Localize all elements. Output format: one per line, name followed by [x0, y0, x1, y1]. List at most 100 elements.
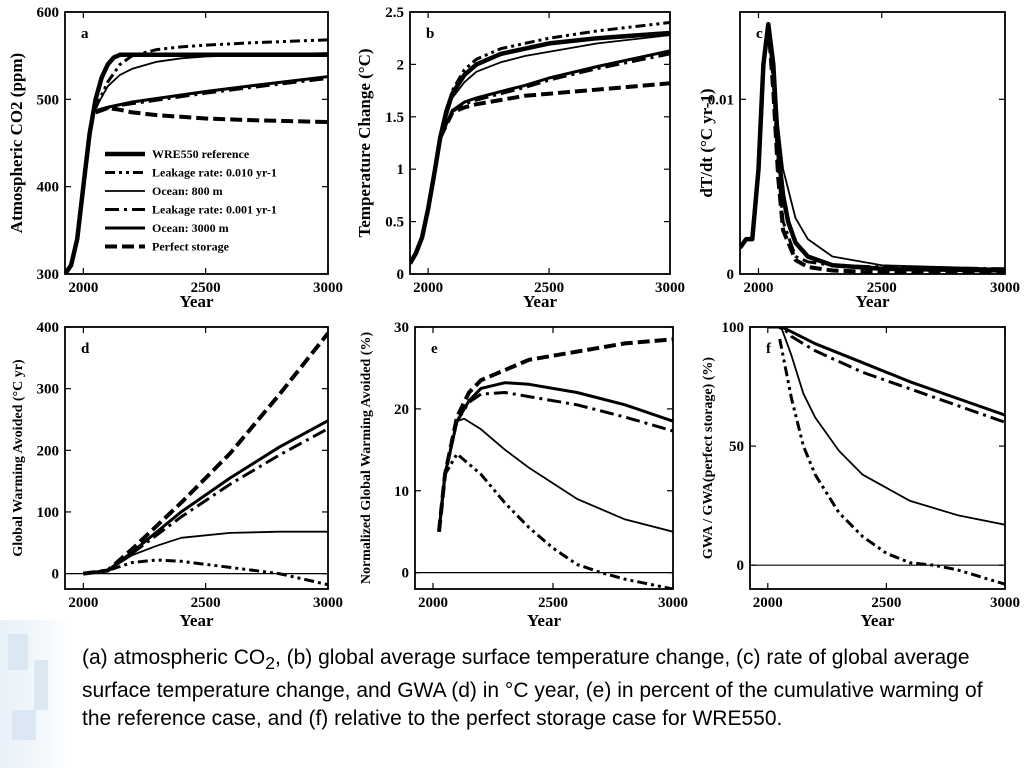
y-tick-label: 500 — [37, 92, 60, 108]
legend-label: Leakage rate: 0.001 yr-1 — [152, 203, 277, 217]
series-line-dashdotdot — [83, 558, 328, 587]
y-axis-title: GWA / GWA(perfect storage) (%) — [701, 357, 716, 560]
panel-letter: a — [81, 26, 89, 42]
y-axis-title: Atmospheric CO2 (ppm) — [7, 53, 26, 233]
plot-frame — [64, 11, 329, 275]
series-line-dashdot — [95, 76, 328, 113]
x-axis-title: Year — [523, 292, 557, 311]
y-tick-label: 100 — [722, 320, 745, 336]
y-tick-label: 0 — [52, 567, 60, 583]
legend-label: Ocean: 3000 m — [152, 221, 229, 235]
series-line-solid — [437, 381, 673, 532]
series-line-dashdot — [437, 391, 673, 532]
y-tick-label: 100 — [37, 505, 60, 521]
y-tick-label: 400 — [37, 320, 60, 336]
figure-panels: 2000 2500 3000300400500600aYearAtmospheric… — [7, 5, 1020, 630]
plot-frame — [64, 326, 329, 590]
series-line-thin — [767, 24, 1005, 270]
panel-letter: e — [431, 341, 438, 357]
x-axis-title: Year — [856, 292, 890, 311]
series-line-dashed — [438, 81, 670, 139]
y-axis-title: Global Warming Avoided (°C yr) — [11, 359, 26, 557]
plot-frame — [414, 326, 674, 590]
caption-subscript: 2 — [265, 653, 275, 674]
x-tick-label: 2500 — [871, 595, 901, 611]
plot-frame — [409, 11, 671, 275]
y-axis-title: Temperature Change (°C) — [355, 48, 374, 237]
x-axis-title: Year — [527, 611, 561, 630]
figure-caption: (a) atmospheric CO2, (b) global average … — [82, 644, 1002, 733]
plot-frame — [739, 11, 1006, 275]
panel-letter: d — [81, 341, 90, 357]
series-line-dashdotdot — [437, 452, 673, 589]
series-line-thin — [438, 417, 673, 533]
series-line-dashed — [83, 331, 328, 576]
y-tick-label: 30 — [394, 320, 409, 336]
panel-e: 2000 2500 3000 0 10 20 30 e Year Normalized Globa… — [359, 320, 688, 630]
y-tick-label: 20 — [394, 402, 409, 418]
panel-d: 2000 2500 3000 0 100 200 300 400 d Year Global War… — [11, 320, 343, 630]
x-tick-label: 2000 — [413, 280, 443, 296]
x-axis-title: Year — [180, 292, 214, 311]
legend-label: Leakage rate: 0.010 yr-1 — [152, 166, 277, 180]
x-tick-label: 3000 — [990, 280, 1020, 296]
y-tick-label: 200 — [37, 443, 60, 459]
x-axis-title: Year — [180, 611, 214, 630]
panel-b: 2000 2500 3000 0 0.5 1 1.5 2 2.5 b Year Temperature… — [355, 5, 685, 311]
x-tick-label: 2000 — [753, 595, 783, 611]
x-tick-label: 2500 — [191, 595, 221, 611]
x-tick-label: 2000 — [743, 280, 773, 296]
y-tick-label: 300 — [37, 382, 60, 398]
panel-c: 2000 2500 3000 0 0.01 c Year dT/dt (°C yr-1) — [697, 11, 1020, 311]
y-tick-label: 2.5 — [385, 5, 404, 21]
series-line-thick — [65, 52, 328, 274]
panel-f: 2000 2500 3000 0 50 100 f Year GWA / GWA(perfect… — [701, 320, 1020, 630]
x-tick-label: 2500 — [534, 280, 564, 296]
x-tick-label: 2000 — [68, 595, 98, 611]
y-tick-label: 0.01 — [708, 92, 734, 108]
y-tick-label: 1 — [397, 162, 405, 178]
x-tick-label: 3000 — [313, 280, 343, 296]
x-tick-label: 3000 — [313, 595, 343, 611]
y-tick-label: 0 — [727, 267, 735, 283]
panel-letter: f — [766, 341, 772, 357]
y-tick-label: 0 — [402, 566, 410, 582]
series-line-dashdotdot — [94, 38, 328, 109]
panel-letter: b — [426, 26, 434, 42]
y-tick-label: 50 — [729, 439, 744, 455]
series-line-solid — [438, 49, 670, 139]
y-tick-label: 2 — [397, 57, 405, 73]
panel-a: 2000 2500 3000 300 400 500 600 a Year Atmospheric… — [7, 5, 343, 311]
series-line-solid — [767, 327, 1005, 417]
series-line-thin — [776, 327, 1005, 526]
x-tick-label: 3000 — [655, 280, 685, 296]
legend-label: Perfect storage — [152, 240, 230, 254]
x-tick-label: 2500 — [538, 595, 568, 611]
series-line-dashed — [437, 337, 673, 532]
x-tick-label: 2500 — [191, 280, 221, 296]
series-line-solid — [83, 419, 328, 576]
y-tick-label: 1.5 — [385, 110, 404, 126]
caption-part2: , (b) global average surface temperature… — [82, 646, 983, 731]
series-line-dashed — [94, 106, 328, 124]
y-axis-title: dT/dt (°C yr-1) — [697, 88, 716, 197]
y-tick-label: 0 — [397, 267, 405, 283]
caption-part1: (a) atmospheric CO — [82, 646, 266, 669]
x-tick-label: 2500 — [867, 280, 897, 296]
x-tick-label: 2000 — [68, 280, 98, 296]
series-line-dashed — [766, 24, 1005, 274]
series-line-dashdot — [767, 327, 1005, 424]
x-tick-label: 3000 — [990, 595, 1020, 611]
series-line-dashdot — [83, 427, 328, 576]
legend: WRE550 reference Leakage rate: 0.010 yr-1… — [105, 147, 277, 254]
y-tick-label: 10 — [394, 484, 409, 500]
y-axis-title: Normalized Global Warming Avoided (%) — [359, 332, 374, 585]
slide-decoration — [0, 620, 70, 768]
y-tick-label: 300 — [37, 267, 60, 283]
series-line-thin — [94, 52, 328, 109]
series-line-solid — [95, 75, 328, 113]
y-tick-label: 0.5 — [385, 215, 404, 231]
series-line-thin — [439, 34, 670, 139]
y-tick-label: 600 — [37, 5, 60, 21]
plot-frame — [749, 326, 1006, 590]
